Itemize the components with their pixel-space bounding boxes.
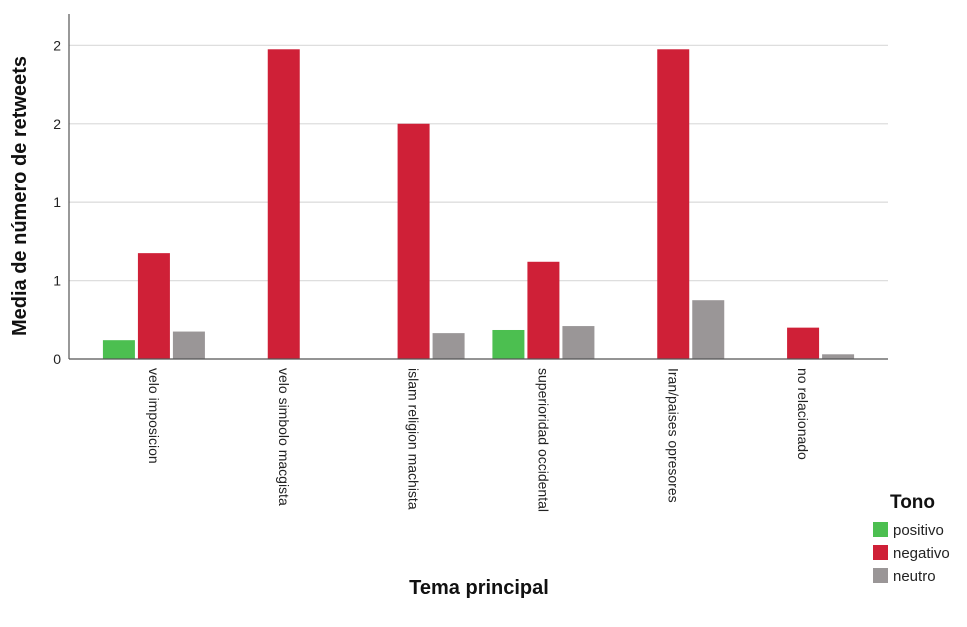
- legend-swatch: [873, 522, 888, 537]
- legend-swatch: [873, 568, 888, 583]
- bar: [562, 326, 595, 359]
- legend-swatch: [873, 545, 888, 560]
- y-tick-labels: 0 1 1 2 2: [53, 37, 61, 367]
- x-tick-label: islam religion machista: [406, 368, 422, 510]
- legend: Tono positivo negativo neutro: [873, 492, 950, 585]
- x-tick-label: velo imposicion: [146, 368, 162, 464]
- bar: [267, 49, 300, 360]
- bar: [527, 261, 560, 359]
- bar: [137, 253, 170, 359]
- x-tick-label: superioridad occidental: [535, 368, 551, 512]
- legend-title: Tono: [890, 492, 935, 513]
- y-tick-label: 2: [53, 116, 61, 132]
- x-tick-label: no relacionado: [795, 368, 811, 460]
- bar: [102, 340, 135, 359]
- bar: [692, 300, 725, 359]
- y-tick-label: 2: [53, 37, 61, 53]
- bar: [657, 49, 690, 360]
- x-axis-title: Tema principal: [409, 577, 549, 599]
- y-tick-label: 0: [53, 351, 61, 367]
- bar: [787, 327, 820, 359]
- axes: [68, 14, 888, 360]
- bar: [432, 333, 465, 359]
- bar: [492, 329, 525, 359]
- x-tick-labels: velo imposicion velo simbolo macgista isla…: [146, 368, 811, 512]
- legend-label: neutro: [893, 568, 936, 585]
- x-tick-label: Iran/paises opresores: [665, 368, 681, 503]
- y-axis-title: Media de número de retweets: [9, 56, 31, 336]
- gridlines: [69, 44, 888, 282]
- x-tick-label: velo simbolo macgista: [276, 368, 292, 506]
- legend-label: negativo: [893, 545, 950, 562]
- y-tick-label: 1: [53, 273, 61, 289]
- bar: [397, 123, 430, 359]
- bars: [102, 49, 855, 360]
- y-tick-label: 1: [53, 194, 61, 210]
- bar: [172, 331, 205, 359]
- legend-label: positivo: [893, 522, 944, 539]
- bar: [822, 354, 855, 359]
